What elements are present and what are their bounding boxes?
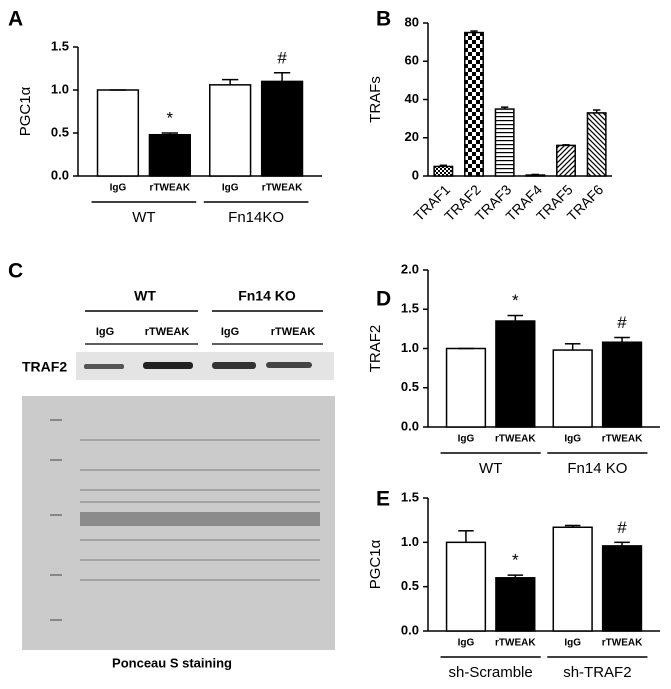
annotation: * [512,291,519,310]
bar [601,545,643,632]
panel-letter: B [376,8,391,31]
panel-letter: A [8,8,23,31]
y-axis-label: PGC1α [17,86,34,136]
panel-letter: E [376,488,390,511]
stain-label: Ponceau S staining [112,655,232,670]
chart-panel: E PGC1α 0.0 0.5 1.0 1.5 sh-Scramble sh-TRAF2 IgG… [367,488,660,681]
panel-letter: C [8,260,23,283]
x-tick-label: IgG [564,638,581,649]
y-tick-label: 60 [405,53,419,68]
chart-panel: D TRAF2 0.0 0.5 1.0 1.5 2.0 WT Fn14 KO IgG * rTWEAK… [367,261,660,477]
x-tick-label: rTWEAK [262,183,303,194]
band-label: TRAF2 [22,359,67,375]
bar [601,341,643,428]
y-tick-label: 80 [405,14,419,29]
annotation: # [277,48,287,67]
blot-band [84,364,124,369]
x-tick-label: IgG [110,183,127,194]
bar [209,84,252,177]
blot-band [143,362,193,369]
annotation: * [512,551,519,570]
chart-panel: BTRAFs020406080TRAF1TRAF2TRAF3TRAF4TRAF5… [367,8,612,224]
group-label: WT [479,460,502,477]
y-tick-label: 0 [412,167,419,182]
x-tick-label: rTWEAK [495,638,536,649]
lane-label: IgG [96,326,114,338]
annotation: * [167,108,174,127]
y-tick-label: 2.0 [401,261,419,276]
bar [96,89,140,177]
bar [586,112,607,177]
y-tick-label: 1.0 [401,340,419,355]
bar [495,320,536,428]
y-tick-label: 0.0 [401,622,419,637]
group-label: Fn14 KO [567,460,627,477]
group-label: sh-Scramble [449,664,533,681]
blot-band [212,362,256,369]
y-axis-label: PGC1α [367,539,384,589]
bar [556,144,576,177]
panel-letter: D [376,288,391,311]
y-tick-label: 1.5 [51,38,69,53]
lane-label: rTWEAK [271,326,316,338]
x-tick-label: IgG [458,434,475,445]
y-tick-label: 0.5 [51,124,69,139]
y-tick-label: 0.0 [51,167,69,182]
lane-label: rTWEAK [145,326,190,338]
annotation: # [617,518,627,537]
y-tick-label: 0.0 [401,418,419,433]
y-axis-label: TRAFs [367,76,384,123]
bar [445,347,487,428]
bar [552,526,593,632]
y-tick-label: 40 [405,91,419,106]
y-tick-label: 1.0 [51,81,69,96]
y-tick-label: 1.5 [401,489,419,504]
x-tick-label: IgG [564,434,581,445]
group-label: sh-TRAF2 [563,664,631,681]
y-tick-label: 20 [405,129,419,144]
x-tick-label: rTWEAK [602,434,643,445]
lane-label: IgG [221,326,239,338]
group-label: Fn14KO [228,209,284,226]
blot-panel: C WT Fn14 KO IgG rTWEAK IgG rTWEAK TRAF2… [8,260,335,670]
bar [552,349,593,428]
bar [464,31,484,177]
blot-group: Fn14 KO [238,288,296,304]
y-tick-label: 0.5 [401,379,419,394]
blot-band [266,362,312,368]
x-tick-label: rTWEAK [495,434,536,445]
x-tick-label: rTWEAK [150,183,191,194]
bar [494,108,515,177]
blot-group: WT [134,288,156,304]
annotation: # [617,313,627,332]
group-label: WT [132,209,155,226]
x-tick-label: IgG [458,638,475,649]
bar [148,133,191,177]
y-tick-label: 1.5 [401,301,419,316]
bar [433,165,454,177]
y-axis-label: TRAF2 [367,325,384,373]
chart-panel: A PGC1α 0.0 0.5 1.0 1.5 WT Fn14KO IgG * rTWEAK IgG #… [8,8,322,226]
bar [445,541,487,632]
x-tick-label: IgG [222,183,239,194]
y-tick-label: 0.5 [401,578,419,593]
bar [495,577,536,632]
bar [260,80,304,177]
x-tick-label: rTWEAK [602,638,643,649]
y-tick-label: 1.0 [401,534,419,549]
